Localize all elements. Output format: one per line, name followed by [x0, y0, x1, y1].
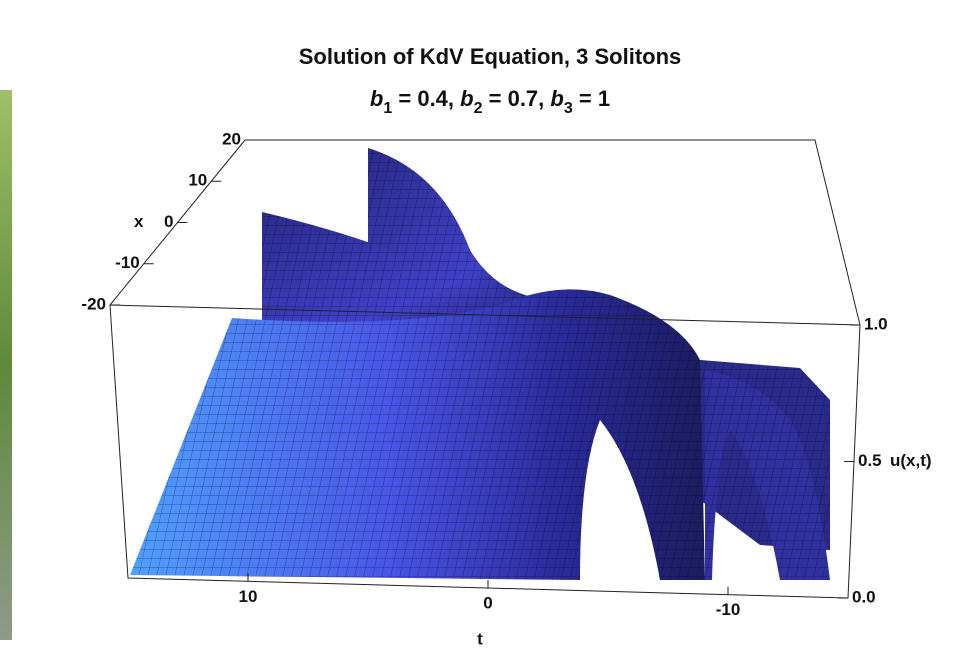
subtitle-part: 2: [474, 100, 483, 117]
y-tick-label: 0: [164, 212, 173, 231]
subtitle-part: = 0.7,: [483, 86, 551, 111]
chart-subtitle: b1 = 0.4, b2 = 0.7, b3 = 1: [370, 86, 610, 117]
z-tick-label: 0.5: [858, 451, 882, 470]
subtitle-part: = 0.4,: [392, 86, 460, 111]
subtitle-part: b: [550, 86, 563, 111]
x-tick-label: 0: [483, 593, 492, 612]
background-photo: [0, 90, 12, 640]
y-tick-label: 20: [222, 129, 241, 148]
x-tick-label: -10: [716, 600, 741, 619]
z-tick-label: 1.0: [864, 314, 888, 333]
surface: [130, 148, 830, 580]
x-axis-label: t: [477, 629, 483, 648]
y-tick-label: -20: [81, 294, 106, 313]
subtitle-part: b: [370, 86, 383, 111]
y-axis-label: x: [134, 212, 144, 231]
y-tick-label: 10: [188, 171, 207, 190]
chart-title: Solution of KdV Equation, 3 Solitons: [299, 44, 682, 69]
subtitle-part: 3: [564, 100, 573, 117]
subtitle-part: 1: [383, 100, 392, 117]
subtitle-part: b: [460, 86, 473, 111]
z-tick-label: 0.0: [852, 587, 876, 606]
y-tick-label: -10: [115, 253, 140, 272]
subtitle-part: = 1: [573, 86, 610, 111]
z-axis-label: u(x,t): [890, 451, 932, 470]
x-tick-label: 10: [239, 587, 258, 606]
